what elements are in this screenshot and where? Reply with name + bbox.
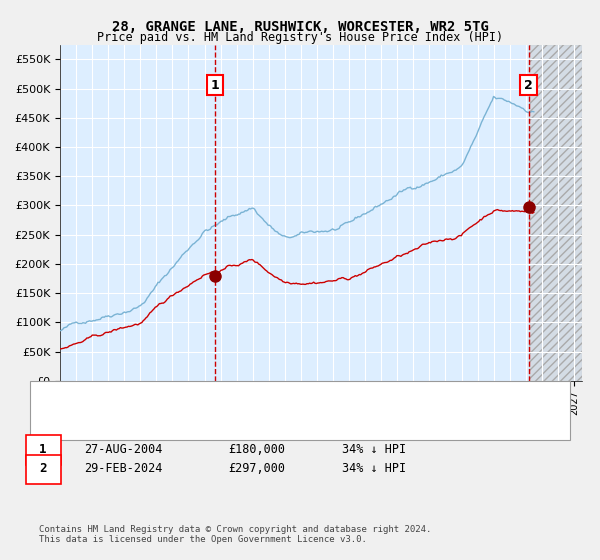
- Text: 29-FEB-2024: 29-FEB-2024: [84, 462, 163, 475]
- Text: 1: 1: [39, 442, 46, 456]
- Bar: [529, 45, 582, 381]
- Bar: [529, 45, 582, 381]
- Text: Price paid vs. HM Land Registry's House Price Index (HPI): Price paid vs. HM Land Registry's House …: [97, 31, 503, 44]
- Text: 34% ↓ HPI: 34% ↓ HPI: [342, 462, 406, 475]
- Text: 2: 2: [524, 78, 533, 92]
- Text: 1: 1: [211, 78, 220, 92]
- Text: HPI: Average price, detached house, Malvern Hills: HPI: Average price, detached house, Malv…: [132, 409, 438, 419]
- Text: 28, GRANGE LANE, RUSHWICK, WORCESTER, WR2 5TG: 28, GRANGE LANE, RUSHWICK, WORCESTER, WR…: [112, 20, 488, 34]
- Text: 28, GRANGE LANE, RUSHWICK, WORCESTER, WR2 5TG (detached house): 28, GRANGE LANE, RUSHWICK, WORCESTER, WR…: [132, 394, 520, 404]
- Text: ─────: ─────: [72, 392, 110, 405]
- Text: £180,000: £180,000: [228, 442, 285, 456]
- Text: ─────: ─────: [72, 408, 110, 421]
- Text: 27-AUG-2004: 27-AUG-2004: [84, 442, 163, 456]
- Text: 34% ↓ HPI: 34% ↓ HPI: [342, 442, 406, 456]
- Text: 2: 2: [39, 462, 46, 475]
- Text: Contains HM Land Registry data © Crown copyright and database right 2024.
This d: Contains HM Land Registry data © Crown c…: [39, 525, 431, 544]
- Text: £297,000: £297,000: [228, 462, 285, 475]
